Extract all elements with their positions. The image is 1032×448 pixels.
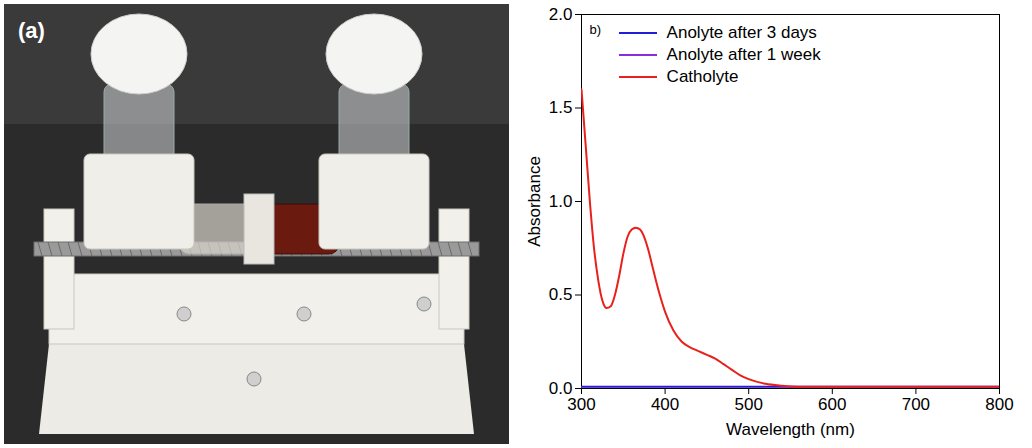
svg-text:(a): (a) — [18, 18, 45, 43]
svg-text:800: 800 — [985, 395, 1013, 414]
svg-text:600: 600 — [818, 395, 846, 414]
html-text:Anolyte after 3 days: Anolyte after 3 days — [666, 23, 817, 42]
svg-text:700: 700 — [902, 395, 930, 414]
svg-text:0.5: 0.5 — [549, 285, 573, 304]
svg-text:Absorbance: Absorbance — [525, 156, 544, 247]
svg-text:1.5: 1.5 — [549, 98, 573, 117]
html-text:Catholyte: Catholyte — [666, 67, 739, 86]
svg-text:2.0: 2.0 — [549, 5, 573, 24]
svg-text:500: 500 — [735, 395, 763, 414]
svg-text:300: 300 — [567, 395, 595, 414]
svg-text:1.0: 1.0 — [549, 192, 573, 211]
svg-text:0.0: 0.0 — [548, 378, 573, 398]
svg-text:400: 400 — [651, 395, 679, 414]
html-text:Anolyte after 1 week: Anolyte after 1 week — [666, 45, 821, 64]
svg-text:Wavelength (nm): Wavelength (nm) — [726, 420, 855, 439]
svg-text:b): b) — [590, 22, 602, 37]
